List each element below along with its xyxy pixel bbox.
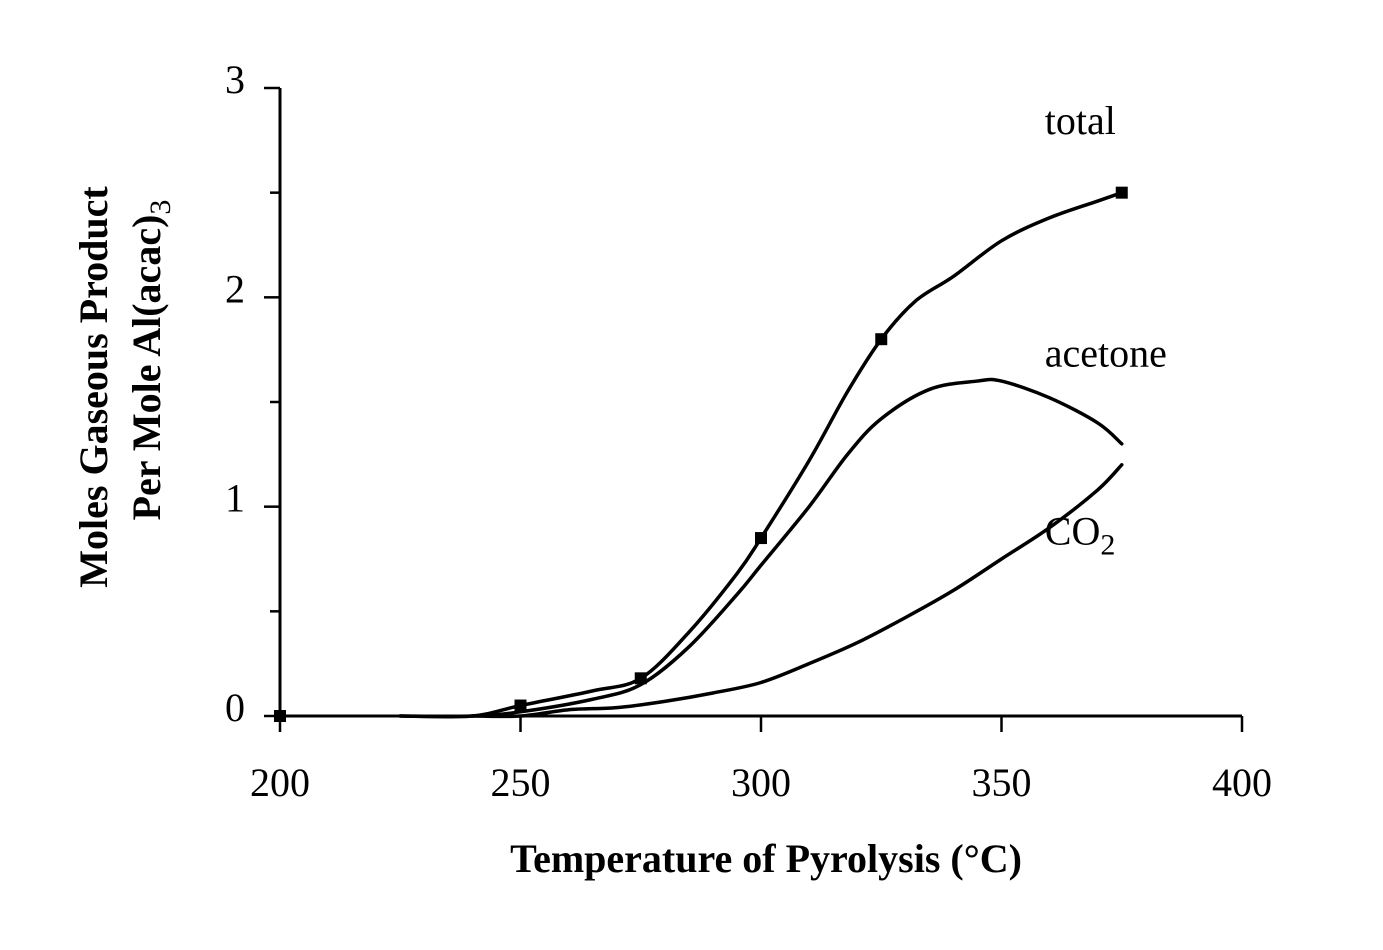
x-tick-label: 200 [250,760,310,805]
marker-total [755,532,767,545]
y-axis-title: Moles Gaseous Product Per Mole Al(acac)3 [71,186,177,588]
series-label-co2-main: CO [1045,508,1101,553]
y-axis-title-line2-subscript: 3 [144,200,177,215]
y-axis-title-line1: Moles Gaseous Product [71,186,116,588]
series-line-total [398,190,1124,719]
x-axis-title: Temperature of Pyrolysis (°C) [510,836,1022,881]
y-axis-title-line2-main: Per Mole Al(acac) [124,215,169,521]
series-label-co2-subscript: 2 [1100,528,1115,561]
series-label-total: total [1045,98,1116,143]
series-label-acetone: acetone [1045,330,1167,375]
series-labels: total acetone CO2 [1045,98,1167,561]
y-tick-label: 1 [225,476,245,521]
y-tick-label: 0 [225,685,245,730]
markers [274,186,1128,722]
series-line-acetone [398,377,1124,719]
marker-total [274,710,286,722]
x-tick-label: 400 [1212,760,1272,805]
curves [398,190,1124,719]
axes [278,88,1242,718]
y-axis-title-line2: Per Mole Al(acac)3 [124,200,177,521]
x-tick-label: 300 [731,760,791,805]
x-tick-label: 250 [491,760,551,805]
series-line-co2 [470,463,1124,719]
marker-total [875,333,888,346]
marker-total [1115,186,1128,199]
marker-total [634,672,647,685]
y-tick-label: 2 [225,266,245,311]
series-label-co2: CO2 [1045,508,1116,561]
y-tick-label: 3 [225,57,245,102]
ticks: 200 250 300 350 400 0 1 2 3 [225,57,1272,805]
marker-total [514,699,527,712]
x-tick-label: 350 [972,760,1032,805]
